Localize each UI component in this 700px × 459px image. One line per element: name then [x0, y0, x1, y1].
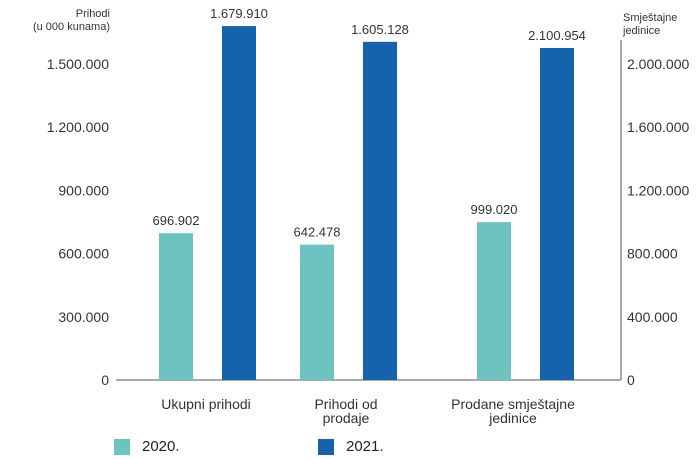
- legend-label-2020: 2020.: [142, 438, 180, 455]
- y-left-tick-label: 1.200.000: [47, 119, 109, 135]
- y-axis-right-label-line: jedinice: [623, 25, 661, 37]
- bar-value-label: 1.605.128: [351, 22, 409, 37]
- y-left-tick-label: 1.500.000: [47, 56, 109, 72]
- bar-value-label: 642.478: [294, 225, 341, 240]
- y-axis-right-label: Smještajne jedinice: [623, 12, 698, 38]
- legend-swatch-2020: [114, 438, 130, 455]
- x-category-label: prodaje: [323, 410, 370, 426]
- y-right-tick-label: 800.000: [627, 246, 678, 262]
- bar: [159, 233, 193, 380]
- y-right-tick-label: 400.000: [627, 309, 678, 325]
- y-right-tick-label: 2.000.000: [627, 56, 689, 72]
- legend-item-2021: 2021.: [318, 438, 384, 455]
- bar: [300, 244, 334, 380]
- bar: [363, 41, 397, 380]
- y-left-tick-label: 900.000: [58, 182, 109, 198]
- legend-label-2021: 2021.: [346, 438, 384, 455]
- x-category-label: Ukupni prihodi: [161, 396, 251, 412]
- y-axis-left-label-line: (u 000 kunama): [32, 21, 110, 33]
- legend-item-2020: 2020.: [114, 438, 180, 455]
- y-left-tick-label: 0: [101, 372, 109, 388]
- y-left-tick-label: 300.000: [58, 309, 109, 325]
- bar-value-label: 1.679.910: [210, 6, 268, 21]
- bar: [222, 26, 256, 380]
- bar-value-label: 2.100.954: [528, 28, 586, 43]
- y-right-tick-label: 1.200.000: [627, 182, 689, 198]
- y-axis-left-label: Prihodi (u 000 kunama): [6, 8, 110, 34]
- x-category-label: Prihodi od: [314, 396, 377, 412]
- y-left-tick-label: 600.000: [58, 246, 109, 262]
- bar-value-label: 999.020: [471, 202, 518, 217]
- y-axis-left-label-line: Prihodi: [75, 8, 110, 20]
- bar: [477, 222, 511, 380]
- bar: [540, 48, 574, 380]
- y-right-tick-label: 1.600.000: [627, 119, 689, 135]
- x-category-label: jedinice: [488, 410, 537, 426]
- bar-value-label: 696.902: [153, 213, 200, 228]
- x-category-label: Prodane smještajne: [451, 396, 575, 412]
- y-axis-right-label-line: Smještajne: [623, 12, 678, 24]
- y-right-tick-label: 0: [627, 372, 635, 388]
- legend-swatch-2021: [318, 438, 334, 455]
